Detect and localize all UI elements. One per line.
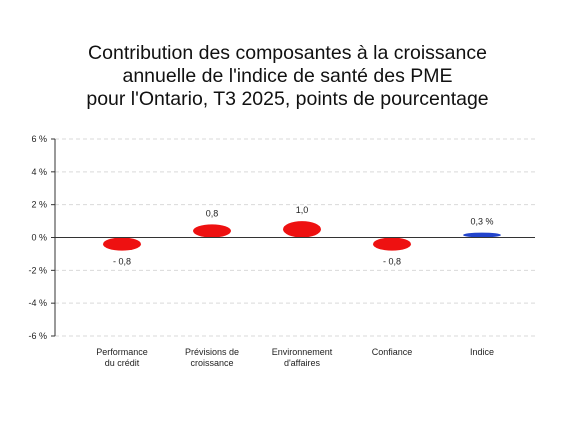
bar [103, 237, 141, 251]
chart-title-line-2: annuelle de l'indice de santé des PME [122, 65, 453, 87]
data-label: - 0,8 [383, 257, 401, 267]
x-axis-category-label: croissance [190, 358, 233, 368]
bar [373, 237, 411, 251]
data-label: 0,3 % [470, 217, 493, 227]
bar [463, 232, 501, 238]
x-axis-category-label: d'affaires [284, 358, 321, 368]
chart-title-line-3: pour l'Ontario, T3 2025, points de pourc… [86, 88, 489, 110]
y-axis-tick-label: 0 % [31, 233, 47, 243]
x-axis-category-label: Prévisions de [185, 347, 239, 357]
chart-title: Contribution des composantes à la croiss… [0, 42, 575, 111]
y-axis-tick-label: -2 % [28, 265, 47, 275]
y-axis-tick-label: 6 % [31, 134, 47, 144]
bar [193, 224, 231, 238]
data-label: - 0,8 [113, 257, 131, 267]
data-label: 1,0 [296, 205, 309, 215]
x-axis-category-label: Indice [470, 347, 494, 357]
y-axis-tick-label: -4 % [28, 298, 47, 308]
data-label: 0,8 [206, 208, 219, 218]
gridlines [55, 138, 535, 337]
y-axis-tick-label: -6 % [28, 331, 47, 341]
data-labels: - 0,8 0,8 1,0 - 0,8 0,3 % [113, 205, 494, 267]
bar [283, 221, 321, 238]
x-axis-category-label: du crédit [105, 358, 140, 368]
x-axis-category-label: Performance [96, 347, 148, 357]
bars [103, 221, 501, 251]
y-axis-tick-labels: 6 % 4 % 2 % 0 % -2 % -4 % -6 % [28, 134, 55, 341]
y-axis-tick-label: 2 % [31, 200, 47, 210]
chart-title-line-1: Contribution des composantes à la croiss… [88, 42, 487, 64]
x-axis-category-label: Confiance [372, 347, 413, 357]
x-axis-category-label: Environnement [272, 347, 333, 357]
y-axis-tick-label: 4 % [31, 167, 47, 177]
